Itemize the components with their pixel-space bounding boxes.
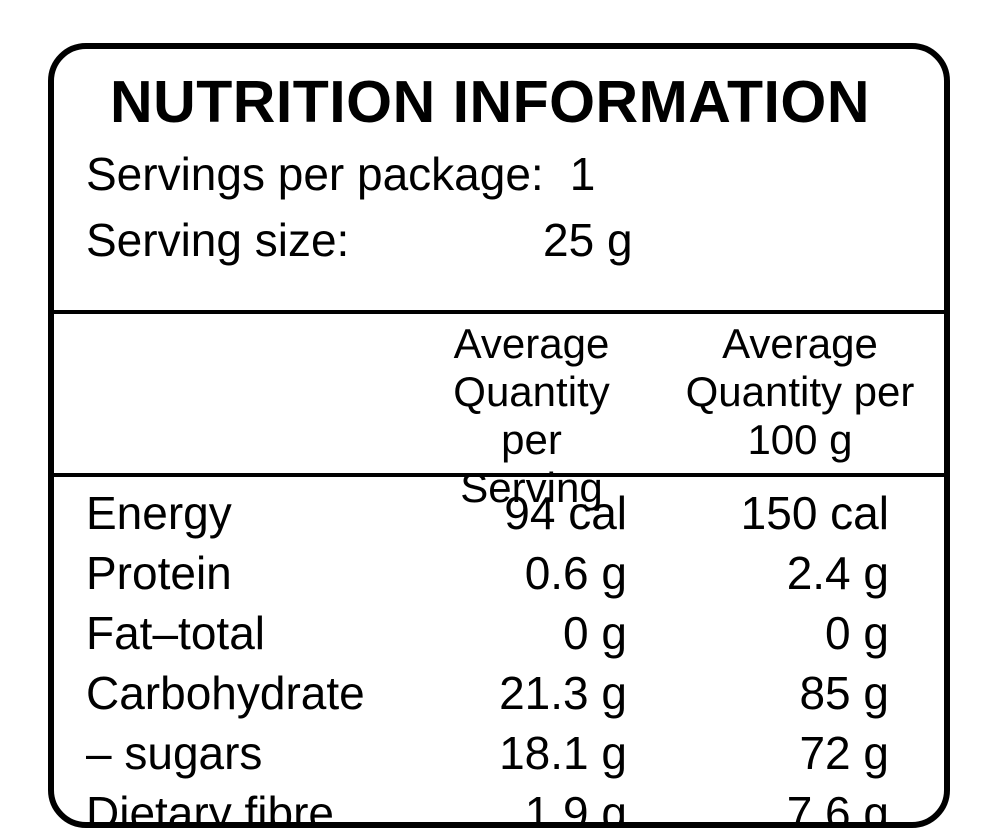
servings-per-package-label: Servings per package:	[86, 148, 544, 200]
nutrient-name: Dietary fibre	[86, 787, 334, 828]
nutrient-name: Carbohydrate	[86, 667, 365, 719]
value-per-100g: 0 g	[825, 607, 889, 659]
table-row: Protein 0.6 g 2.4 g	[86, 543, 889, 603]
table-row: Fat–total 0 g 0 g	[86, 603, 889, 663]
nutrient-table: Energy 94 cal 150 cal Protein 0.6 g 2.4 …	[54, 477, 944, 828]
value-per-serving: 1.9 g	[524, 787, 627, 828]
servings-per-package-line: Servings per package: 1	[86, 148, 904, 200]
column-header-per-100g: Average Quantity per 100 g	[685, 320, 915, 463]
nutrient-name: Protein	[86, 547, 232, 599]
column-header-per-serving: Average Quantity per Serving	[453, 320, 610, 511]
serving-size-line: Serving size: 25 g	[86, 214, 904, 266]
divider	[54, 310, 944, 314]
value-per-serving: 0 g	[563, 607, 627, 659]
table-row: Carbohydrate 21.3 g 85 g	[86, 663, 889, 723]
table-header-row: Average Quantity per Serving Average Qua…	[54, 314, 944, 511]
value-per-100g: 85 g	[799, 667, 889, 719]
label-title: NUTRITION INFORMATION	[110, 69, 870, 135]
nutrient-name: Fat–total	[86, 607, 265, 659]
value-per-100g: 7.6 g	[786, 787, 889, 828]
table-row: Dietary fibre 1.9 g 7.6 g	[86, 783, 889, 828]
value-per-serving: 18.1 g	[499, 727, 627, 779]
value-per-100g: 150 cal	[740, 487, 889, 539]
nutrient-name: – sugars	[86, 727, 263, 779]
value-per-100g: 2.4 g	[786, 547, 889, 599]
value-per-serving: 0.6 g	[524, 547, 627, 599]
serving-size-value: 25 g	[543, 214, 633, 266]
servings-per-package-value: 1	[569, 148, 596, 200]
nutrient-name: Energy	[86, 487, 232, 539]
value-per-100g: 72 g	[799, 727, 889, 779]
label-header-section: NUTRITION INFORMATION Servings per packa…	[54, 73, 944, 310]
nutrition-label: NUTRITION INFORMATION Servings per packa…	[48, 43, 950, 828]
divider	[54, 473, 944, 477]
value-per-serving: 21.3 g	[499, 667, 627, 719]
value-per-serving: 94 cal	[504, 487, 627, 539]
table-row: – sugars 18.1 g 72 g	[86, 723, 889, 783]
table-row: Energy 94 cal 150 cal	[86, 483, 889, 543]
serving-size-label: Serving size:	[86, 214, 350, 266]
